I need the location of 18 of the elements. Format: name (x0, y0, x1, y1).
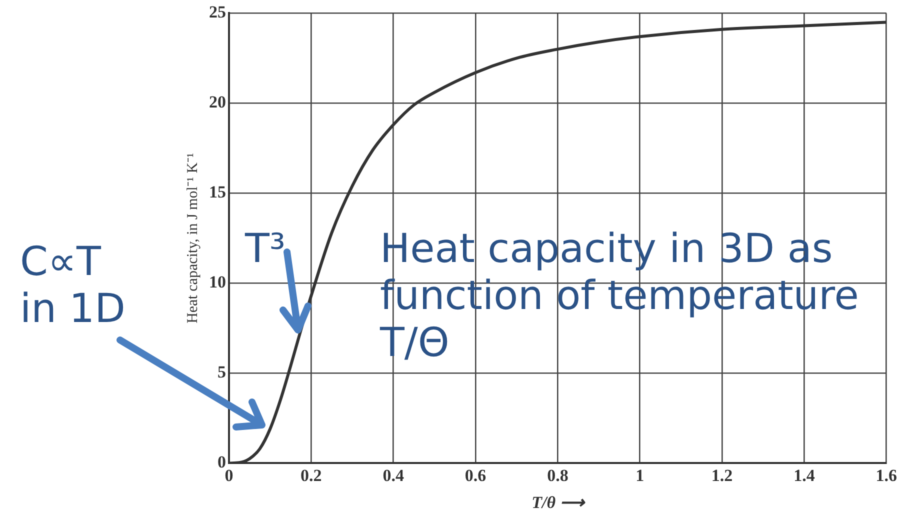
y-tick-label: 20 (209, 92, 226, 112)
y-tick-label: 5 (218, 362, 226, 382)
x-tick-label: 0.4 (382, 466, 404, 485)
y-tick-label: 0 (218, 452, 226, 472)
x-tick-label: 1.4 (794, 466, 816, 485)
y-tick-label: 25 (209, 2, 226, 22)
x-tick-label: 1.6 (876, 466, 897, 485)
x-tick-label: 1 (636, 466, 644, 485)
text: C∝T in 1D (20, 239, 126, 332)
x-axis-title: T/θ ⟶ (532, 493, 586, 512)
x-tick-label: 1.2 (711, 466, 733, 485)
annotation: T³ (244, 226, 286, 272)
y-tick-label: 15 (209, 182, 226, 202)
x-tick-label: 0.6 (464, 466, 486, 485)
x-tick-label: 0.8 (547, 466, 568, 485)
x-tick-label: 0.2 (300, 466, 322, 485)
y-axis-title: Heat capacity, in J mol⁻¹ K⁻¹ (184, 152, 201, 324)
y-tick-label: 10 (209, 272, 226, 292)
